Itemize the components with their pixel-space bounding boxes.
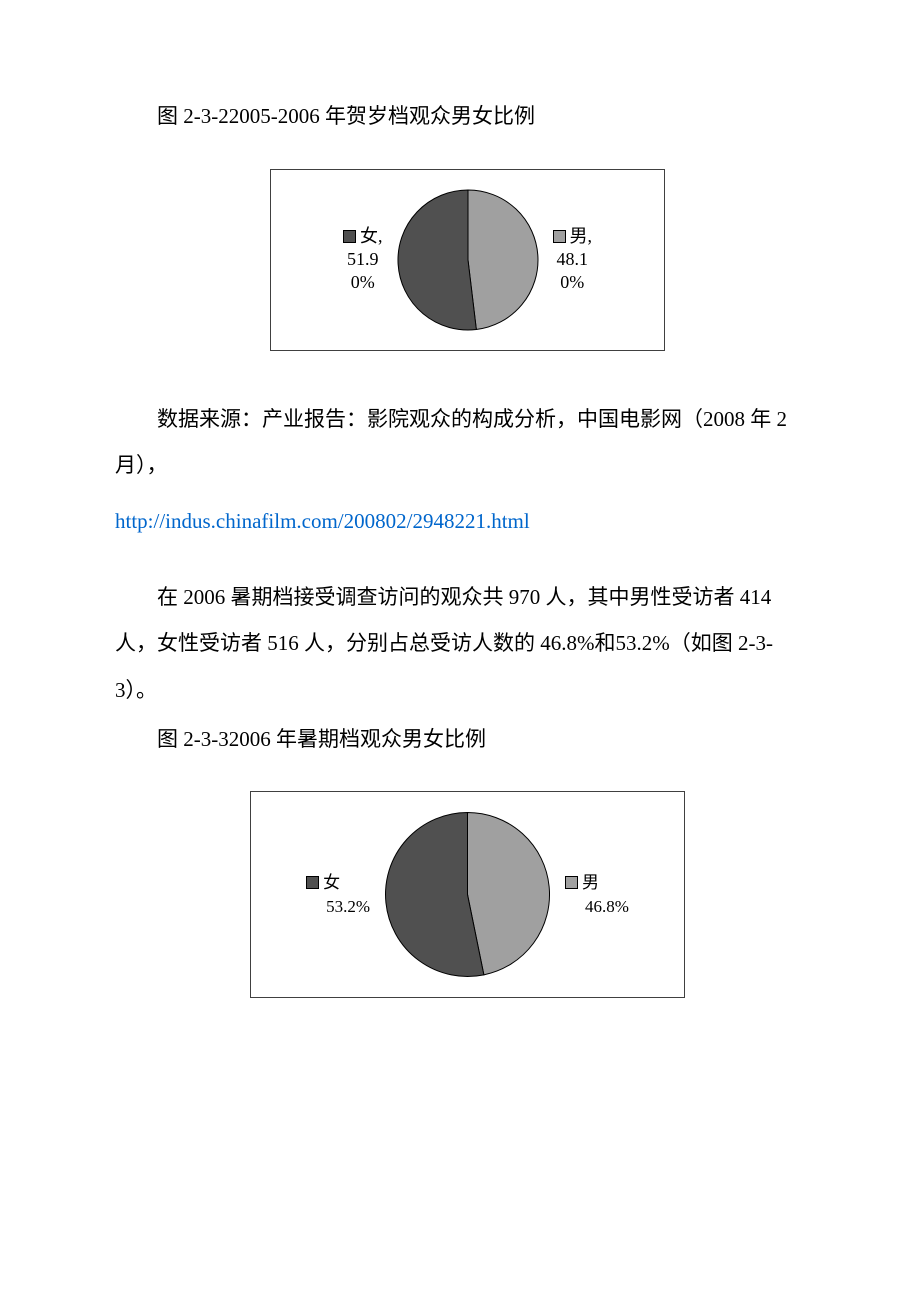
pie1-slice-male <box>468 190 538 330</box>
source-link[interactable]: http://indus.chinafilm.com/200802/294822… <box>115 498 805 544</box>
chart2-legend-right: 男 46.8% <box>565 871 629 919</box>
male-swatch-icon <box>553 230 566 243</box>
body-paragraph: 在 2006 暑期档接受调查访问的观众共 970 人，其中男性受访者 414 人… <box>115 574 805 713</box>
chart1-legend-right: 男, 48.1 0% <box>553 225 593 295</box>
chart-2-container: 女 53.2% 男 46.8% <box>250 791 685 998</box>
chart1-legend-left-row: 女, <box>343 225 383 248</box>
chart1-legend-right-label: 男, <box>570 225 593 248</box>
figure-caption-1: 图 2-3-22005-2006 年贺岁档观众男女比例 <box>115 100 805 134</box>
chart1-legend-right-row: 男, <box>553 225 593 248</box>
female-swatch-icon <box>343 230 356 243</box>
chart2-legend-right-label: 男 <box>582 871 599 895</box>
chart-1-container: 女, 51.9 0% 男, 48.1 0% <box>270 169 665 351</box>
chart-1-inner: 女, 51.9 0% 男, 48.1 0% <box>291 185 644 335</box>
pie-chart-1 <box>393 185 543 335</box>
pie1-slice-female <box>397 190 475 330</box>
chart1-legend-right-value: 48.1 <box>557 248 589 271</box>
pie2-slice-male <box>468 813 550 975</box>
chart2-legend-left-value: 53.2% <box>326 895 370 919</box>
female-swatch-icon <box>306 876 319 889</box>
chart1-legend-left: 女, 51.9 0% <box>343 225 383 295</box>
chart2-legend-right-value: 46.8% <box>585 895 629 919</box>
chart-1-box: 女, 51.9 0% 男, 48.1 0% <box>270 169 665 351</box>
source-text: 数据来源：产业报告：影院观众的构成分析，中国电影网（2008 年 2 月）， <box>115 396 805 488</box>
chart2-legend-right-row: 男 <box>565 871 599 895</box>
chart1-legend-left-value: 51.9 <box>347 248 379 271</box>
chart-2-inner: 女 53.2% 男 46.8% <box>271 807 664 982</box>
pie-chart-2 <box>380 807 555 982</box>
chart1-legend-left-unit: 0% <box>351 271 375 294</box>
chart1-legend-right-unit: 0% <box>560 271 584 294</box>
figure-caption-2: 图 2-3-32006 年暑期档观众男女比例 <box>115 723 805 757</box>
chart2-legend-left: 女 53.2% <box>306 871 370 919</box>
male-swatch-icon <box>565 876 578 889</box>
chart2-legend-left-label: 女 <box>323 871 340 895</box>
chart1-legend-left-label: 女, <box>360 225 383 248</box>
chart2-legend-left-row: 女 <box>306 871 340 895</box>
chart-2-box: 女 53.2% 男 46.8% <box>250 791 685 998</box>
